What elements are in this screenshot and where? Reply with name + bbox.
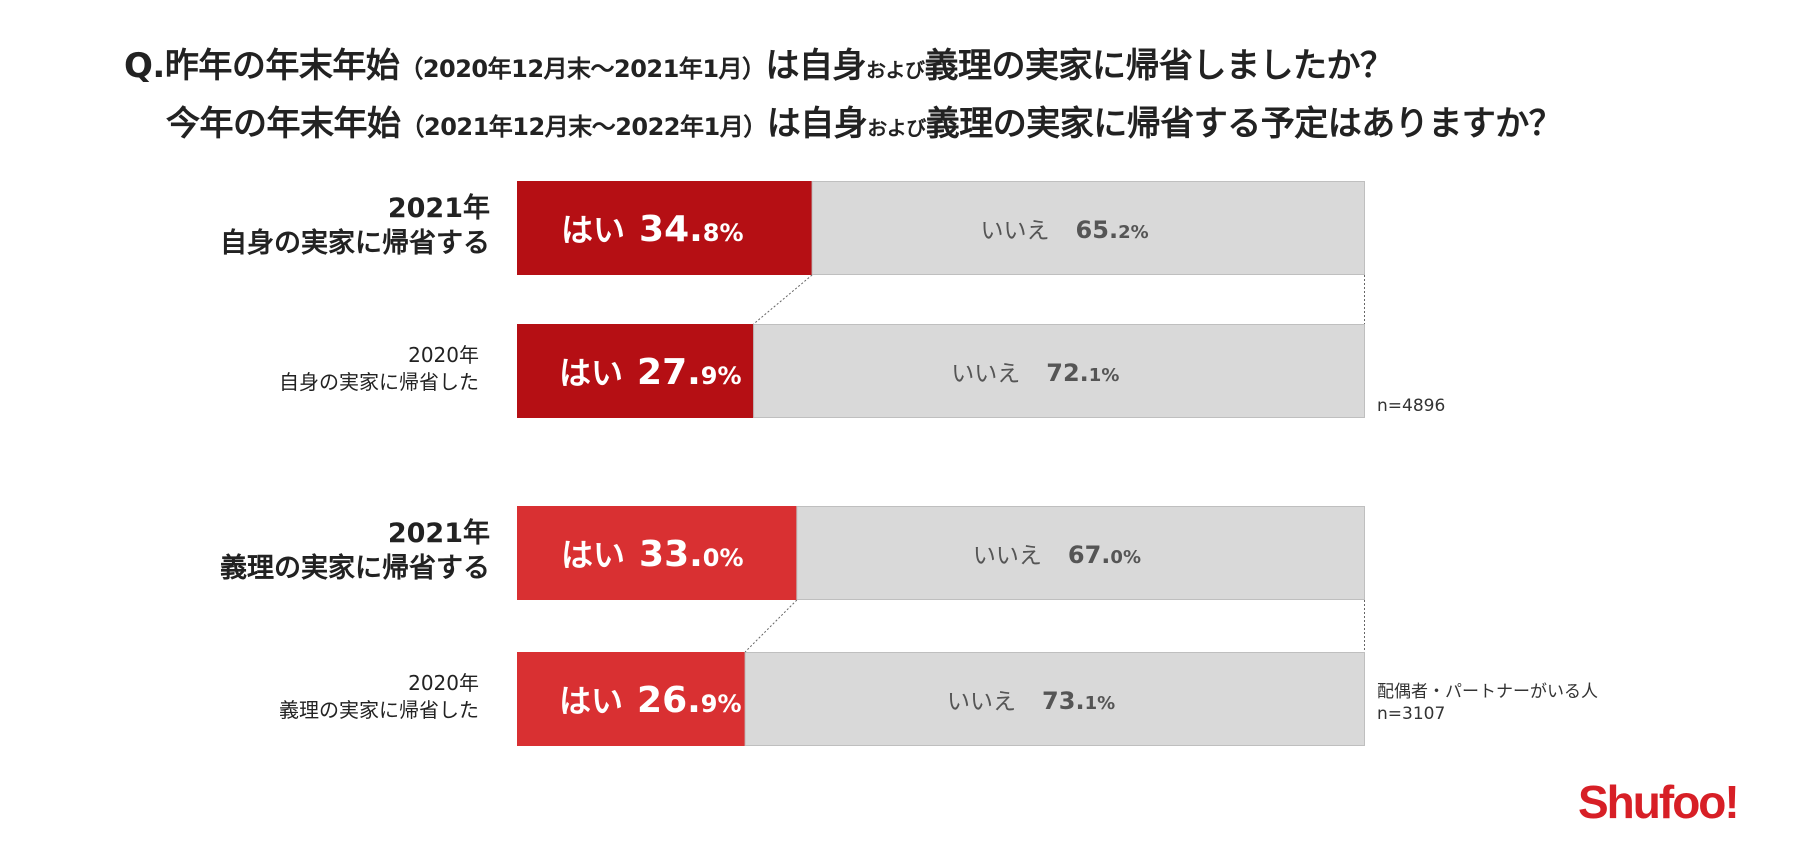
no-word: いいえ xyxy=(972,543,1042,569)
yes-value-int: 33. xyxy=(639,534,703,575)
row-label: 2021年義理の実家に帰省する xyxy=(220,516,490,586)
row-category: 自身の実家に帰省した xyxy=(279,370,479,394)
sample-note-line: 配偶者・パートナーがいる人 xyxy=(1377,682,1598,702)
no-value-dec: 1% xyxy=(1088,365,1120,386)
bar-yes xyxy=(517,652,746,746)
bar-yes-label: はい 33. 0% xyxy=(561,530,744,576)
bar-yes-label: はい 26. 9% xyxy=(559,676,742,722)
row-year: 2021年 xyxy=(387,193,490,224)
bar-no xyxy=(753,324,1365,418)
no-value-dec: 2% xyxy=(1118,222,1149,243)
row-category: 自身の実家に帰省する xyxy=(220,228,490,259)
yes-value-dec: 8% xyxy=(702,219,744,247)
yes-value-int: 27. xyxy=(637,352,701,393)
sample-note-line: n=3107 xyxy=(1377,704,1446,724)
sample-note: 配偶者・パートナーがいる人 n=3107 xyxy=(1377,681,1598,725)
row-label: 2021年自身の実家に帰省する xyxy=(220,191,490,261)
row-category: 義理の実家に帰省した xyxy=(279,698,479,722)
bar-no-label: いいえ 72. 1% xyxy=(951,354,1119,388)
no-value-dec: 1% xyxy=(1084,693,1116,714)
chart-title-line-1: Q.昨年の年末年始（2020年12月末～2021年1月）は自身および義理の実家に… xyxy=(124,46,1394,86)
yes-value-int: 26. xyxy=(637,680,701,721)
row-year: 2020年 xyxy=(408,671,479,695)
yes-value-dec: 9% xyxy=(700,690,742,718)
connector-line-yes xyxy=(744,599,798,653)
bar-yes-label: はい 27. 9% xyxy=(559,348,742,394)
bar-no-label: いいえ 65. 2% xyxy=(981,211,1149,245)
bar-no xyxy=(744,652,1365,746)
shufoo-logo: Shufoo! xyxy=(1578,776,1740,828)
yes-word: はい xyxy=(561,536,626,574)
no-word: いいえ xyxy=(980,218,1050,244)
bar-yes xyxy=(517,181,813,275)
no-value-int: 72. xyxy=(1046,359,1089,387)
row-label: 2020年自身の実家に帰省した xyxy=(279,342,479,396)
bar-no-label: いいえ 67. 0% xyxy=(973,536,1141,570)
bar-no xyxy=(796,506,1365,600)
yes-value-dec: 0% xyxy=(702,544,744,572)
no-word: いいえ xyxy=(951,361,1021,387)
yes-value-int: 34. xyxy=(639,209,703,250)
row-category: 義理の実家に帰省する xyxy=(220,553,490,584)
bar-yes-label: はい 34. 8% xyxy=(561,205,744,251)
row-label: 2020年義理の実家に帰省した xyxy=(279,670,479,724)
chart-title-line-2: 今年の年末年始（2021年12月末～2022年1月）は自身および義理の実家に帰省… xyxy=(166,104,1563,144)
yes-word: はい xyxy=(559,354,624,392)
yes-value-dec: 9% xyxy=(700,362,742,390)
sample-note-line: n=4896 xyxy=(1377,396,1446,416)
no-value-int: 73. xyxy=(1042,687,1085,715)
bar-yes xyxy=(517,506,797,600)
no-value-int: 65. xyxy=(1075,216,1119,244)
yes-word: はい xyxy=(561,211,626,249)
no-word: いいえ xyxy=(947,689,1017,715)
bar-yes xyxy=(517,324,754,418)
row-year: 2020年 xyxy=(408,343,479,367)
yes-word: はい xyxy=(559,682,624,720)
connector-line-yes xyxy=(753,274,813,325)
no-value-dec: 0% xyxy=(1110,547,1141,568)
bar-no xyxy=(811,181,1365,275)
sample-note: n=4896 xyxy=(1377,395,1445,417)
bar-no-label: いいえ 73. 1% xyxy=(947,682,1115,716)
no-value-int: 67. xyxy=(1067,541,1111,569)
row-year: 2021年 xyxy=(387,518,490,549)
